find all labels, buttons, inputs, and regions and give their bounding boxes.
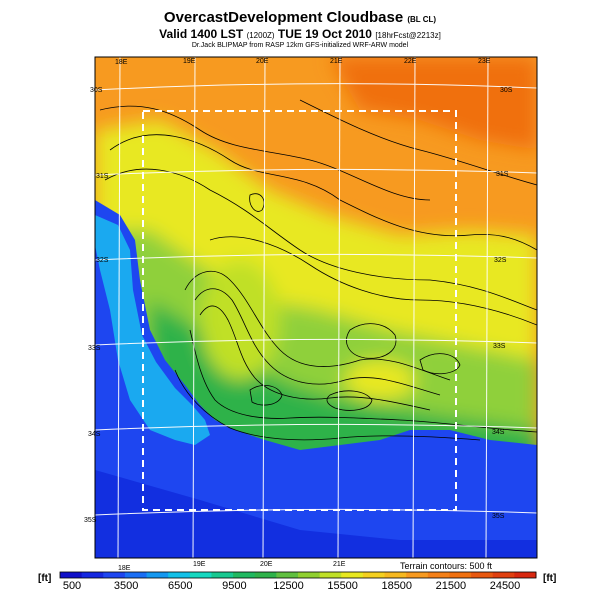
model-subtitle: Dr.Jack BLIPMAP from RASP 12km GFS-initi… — [191, 42, 409, 49]
coast-cyan — [95, 215, 210, 445]
colorbar-label: 15500 — [327, 580, 358, 592]
field-dark-orange — [330, 57, 537, 150]
lon-label: 23E — [478, 58, 491, 65]
colorbar-swatch — [449, 572, 472, 578]
lat-label: 32S — [494, 257, 507, 264]
lat-label: 34S — [88, 431, 101, 438]
lat-label: 35S — [84, 517, 97, 524]
lat-label: 31S — [496, 171, 509, 178]
colorbar-swatch — [384, 572, 407, 578]
colorbar-swatch — [298, 572, 321, 578]
lat-label: 31S — [96, 173, 109, 180]
colorbar-swatch — [211, 572, 234, 578]
colorbar-swatch — [341, 572, 364, 578]
lat-label: 32S — [96, 257, 109, 264]
colorbar-swatch — [362, 572, 386, 578]
colorbar-swatch — [492, 572, 515, 578]
lon-label: 19E — [183, 58, 196, 65]
terrain-contours — [99, 99, 537, 441]
lat-label: 33S — [493, 343, 506, 350]
colorbar-swatch — [60, 572, 83, 578]
colorbar-swatch — [276, 572, 299, 578]
lon-label: 20E — [260, 561, 273, 568]
map-title: OvercastDevelopment Cloudbase (BL CL) — [163, 9, 437, 26]
ocean — [95, 200, 537, 558]
colorbar-swatch — [406, 572, 429, 578]
lon-label: 20E — [256, 58, 269, 65]
colorbar-label: 500 — [62, 580, 82, 592]
colorbar-label: 18500 — [381, 580, 413, 592]
colorbar-swatch — [168, 572, 191, 578]
lat-label: 35S — [492, 513, 505, 520]
colorbar-unit-left: [ft] — [38, 573, 52, 584]
graticule — [95, 57, 537, 558]
colorbar-swatch — [233, 572, 256, 578]
colorbar — [60, 572, 537, 578]
lat-label: 30S — [90, 87, 103, 94]
lat-label: 34S — [492, 429, 505, 436]
map-frame — [94, 56, 538, 559]
colorbar-swatch — [146, 572, 169, 578]
lat-label: 33S — [88, 345, 101, 352]
lon-label: 22E — [404, 58, 417, 65]
colorbar-swatch — [427, 572, 450, 578]
colorbar-unit-right: [ft] — [543, 573, 557, 584]
colorbar-label: 9500 — [222, 580, 247, 592]
valid-time: Valid 1400 LST (1200Z) TUE 19 Oct 2010 [… — [159, 27, 441, 41]
lon-label: 18E — [118, 565, 131, 572]
colorbar-label: 21500 — [435, 580, 467, 592]
colorbar-swatch — [81, 572, 104, 578]
terrain-contours-note: Terrain contours: 500 ft — [400, 561, 493, 571]
colorbar-label: 6500 — [168, 580, 193, 592]
colorbar-swatch — [319, 572, 342, 578]
lon-label: 21E — [333, 561, 346, 568]
inner-domain-box — [142, 110, 457, 511]
colorbar-swatch — [189, 572, 212, 578]
lon-label: 18E — [115, 59, 128, 66]
colorbar-swatch — [254, 572, 277, 578]
colorbar-swatch — [471, 572, 494, 578]
colorbar-label: 12500 — [273, 580, 304, 592]
lon-label: 19E — [193, 561, 206, 568]
colorbar-swatch — [103, 572, 126, 578]
lat-label: 30S — [500, 87, 513, 94]
colorbar-swatch — [514, 572, 537, 578]
lon-label: 21E — [330, 58, 343, 65]
colorbar-label: 3500 — [113, 580, 139, 592]
colorbar-swatch — [124, 572, 148, 578]
colorbar-label: 24500 — [489, 580, 521, 592]
